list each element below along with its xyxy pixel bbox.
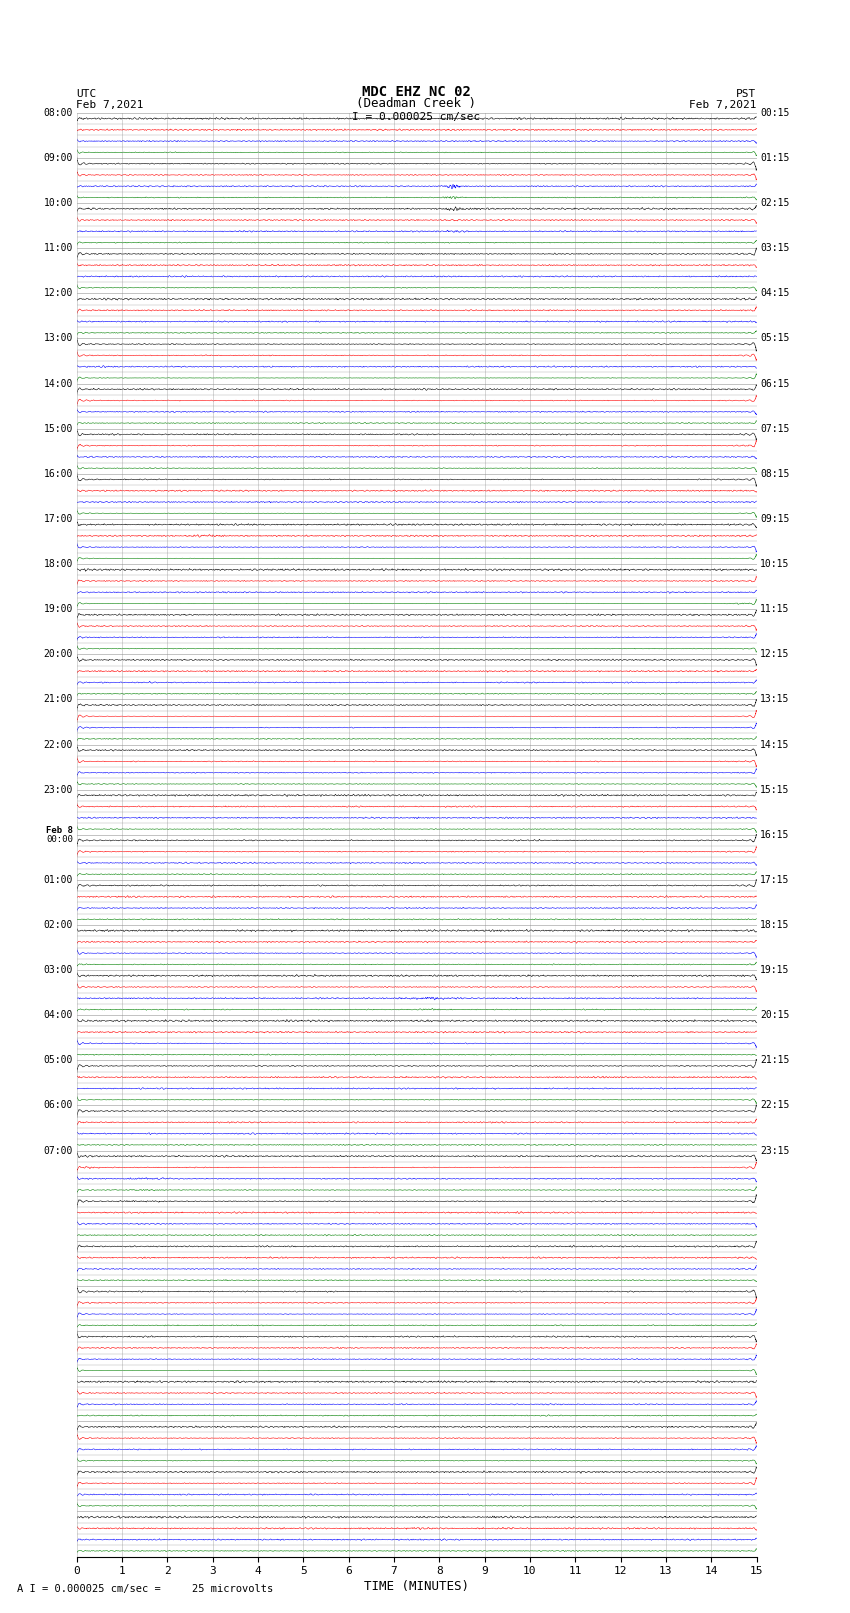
- Text: 07:15: 07:15: [760, 424, 790, 434]
- Text: 00:00: 00:00: [46, 834, 73, 844]
- Text: Feb 7,2021: Feb 7,2021: [689, 100, 756, 111]
- Text: I = 0.000025 cm/sec: I = 0.000025 cm/sec: [353, 111, 480, 123]
- Text: 08:00: 08:00: [43, 108, 73, 118]
- Text: 03:00: 03:00: [43, 965, 73, 976]
- Text: 13:15: 13:15: [760, 694, 790, 705]
- Text: 11:00: 11:00: [43, 244, 73, 253]
- Text: 10:15: 10:15: [760, 560, 790, 569]
- Text: 07:00: 07:00: [43, 1145, 73, 1155]
- Text: 22:15: 22:15: [760, 1100, 790, 1110]
- Text: Feb 8: Feb 8: [46, 826, 73, 834]
- Text: 21:15: 21:15: [760, 1055, 790, 1065]
- Text: A I = 0.000025 cm/sec =     25 microvolts: A I = 0.000025 cm/sec = 25 microvolts: [17, 1584, 273, 1594]
- X-axis label: TIME (MINUTES): TIME (MINUTES): [364, 1581, 469, 1594]
- Text: 05:00: 05:00: [43, 1055, 73, 1065]
- Text: 18:15: 18:15: [760, 919, 790, 931]
- Text: 02:00: 02:00: [43, 919, 73, 931]
- Text: 09:15: 09:15: [760, 515, 790, 524]
- Text: 23:00: 23:00: [43, 784, 73, 795]
- Text: 16:15: 16:15: [760, 829, 790, 840]
- Text: 11:15: 11:15: [760, 605, 790, 615]
- Text: 13:00: 13:00: [43, 334, 73, 344]
- Text: 21:00: 21:00: [43, 694, 73, 705]
- Text: 19:15: 19:15: [760, 965, 790, 976]
- Text: 12:00: 12:00: [43, 289, 73, 298]
- Text: 00:15: 00:15: [760, 108, 790, 118]
- Text: 23:15: 23:15: [760, 1145, 790, 1155]
- Text: 19:00: 19:00: [43, 605, 73, 615]
- Text: 08:15: 08:15: [760, 469, 790, 479]
- Text: 20:00: 20:00: [43, 650, 73, 660]
- Text: 09:00: 09:00: [43, 153, 73, 163]
- Text: 18:00: 18:00: [43, 560, 73, 569]
- Text: 04:15: 04:15: [760, 289, 790, 298]
- Text: 20:15: 20:15: [760, 1010, 790, 1019]
- Text: 15:15: 15:15: [760, 784, 790, 795]
- Text: 15:00: 15:00: [43, 424, 73, 434]
- Text: 01:15: 01:15: [760, 153, 790, 163]
- Text: 03:15: 03:15: [760, 244, 790, 253]
- Text: 14:00: 14:00: [43, 379, 73, 389]
- Text: 22:00: 22:00: [43, 739, 73, 750]
- Text: 05:15: 05:15: [760, 334, 790, 344]
- Text: (Deadman Creek ): (Deadman Creek ): [356, 97, 477, 111]
- Text: 04:00: 04:00: [43, 1010, 73, 1019]
- Text: 10:00: 10:00: [43, 198, 73, 208]
- Text: UTC: UTC: [76, 89, 97, 100]
- Text: 02:15: 02:15: [760, 198, 790, 208]
- Text: 06:15: 06:15: [760, 379, 790, 389]
- Text: 17:00: 17:00: [43, 515, 73, 524]
- Text: 01:00: 01:00: [43, 874, 73, 886]
- Text: 16:00: 16:00: [43, 469, 73, 479]
- Text: 17:15: 17:15: [760, 874, 790, 886]
- Text: MDC EHZ NC 02: MDC EHZ NC 02: [362, 85, 471, 100]
- Text: 14:15: 14:15: [760, 739, 790, 750]
- Text: PST: PST: [736, 89, 756, 100]
- Text: 12:15: 12:15: [760, 650, 790, 660]
- Text: Feb 7,2021: Feb 7,2021: [76, 100, 144, 111]
- Text: 06:00: 06:00: [43, 1100, 73, 1110]
